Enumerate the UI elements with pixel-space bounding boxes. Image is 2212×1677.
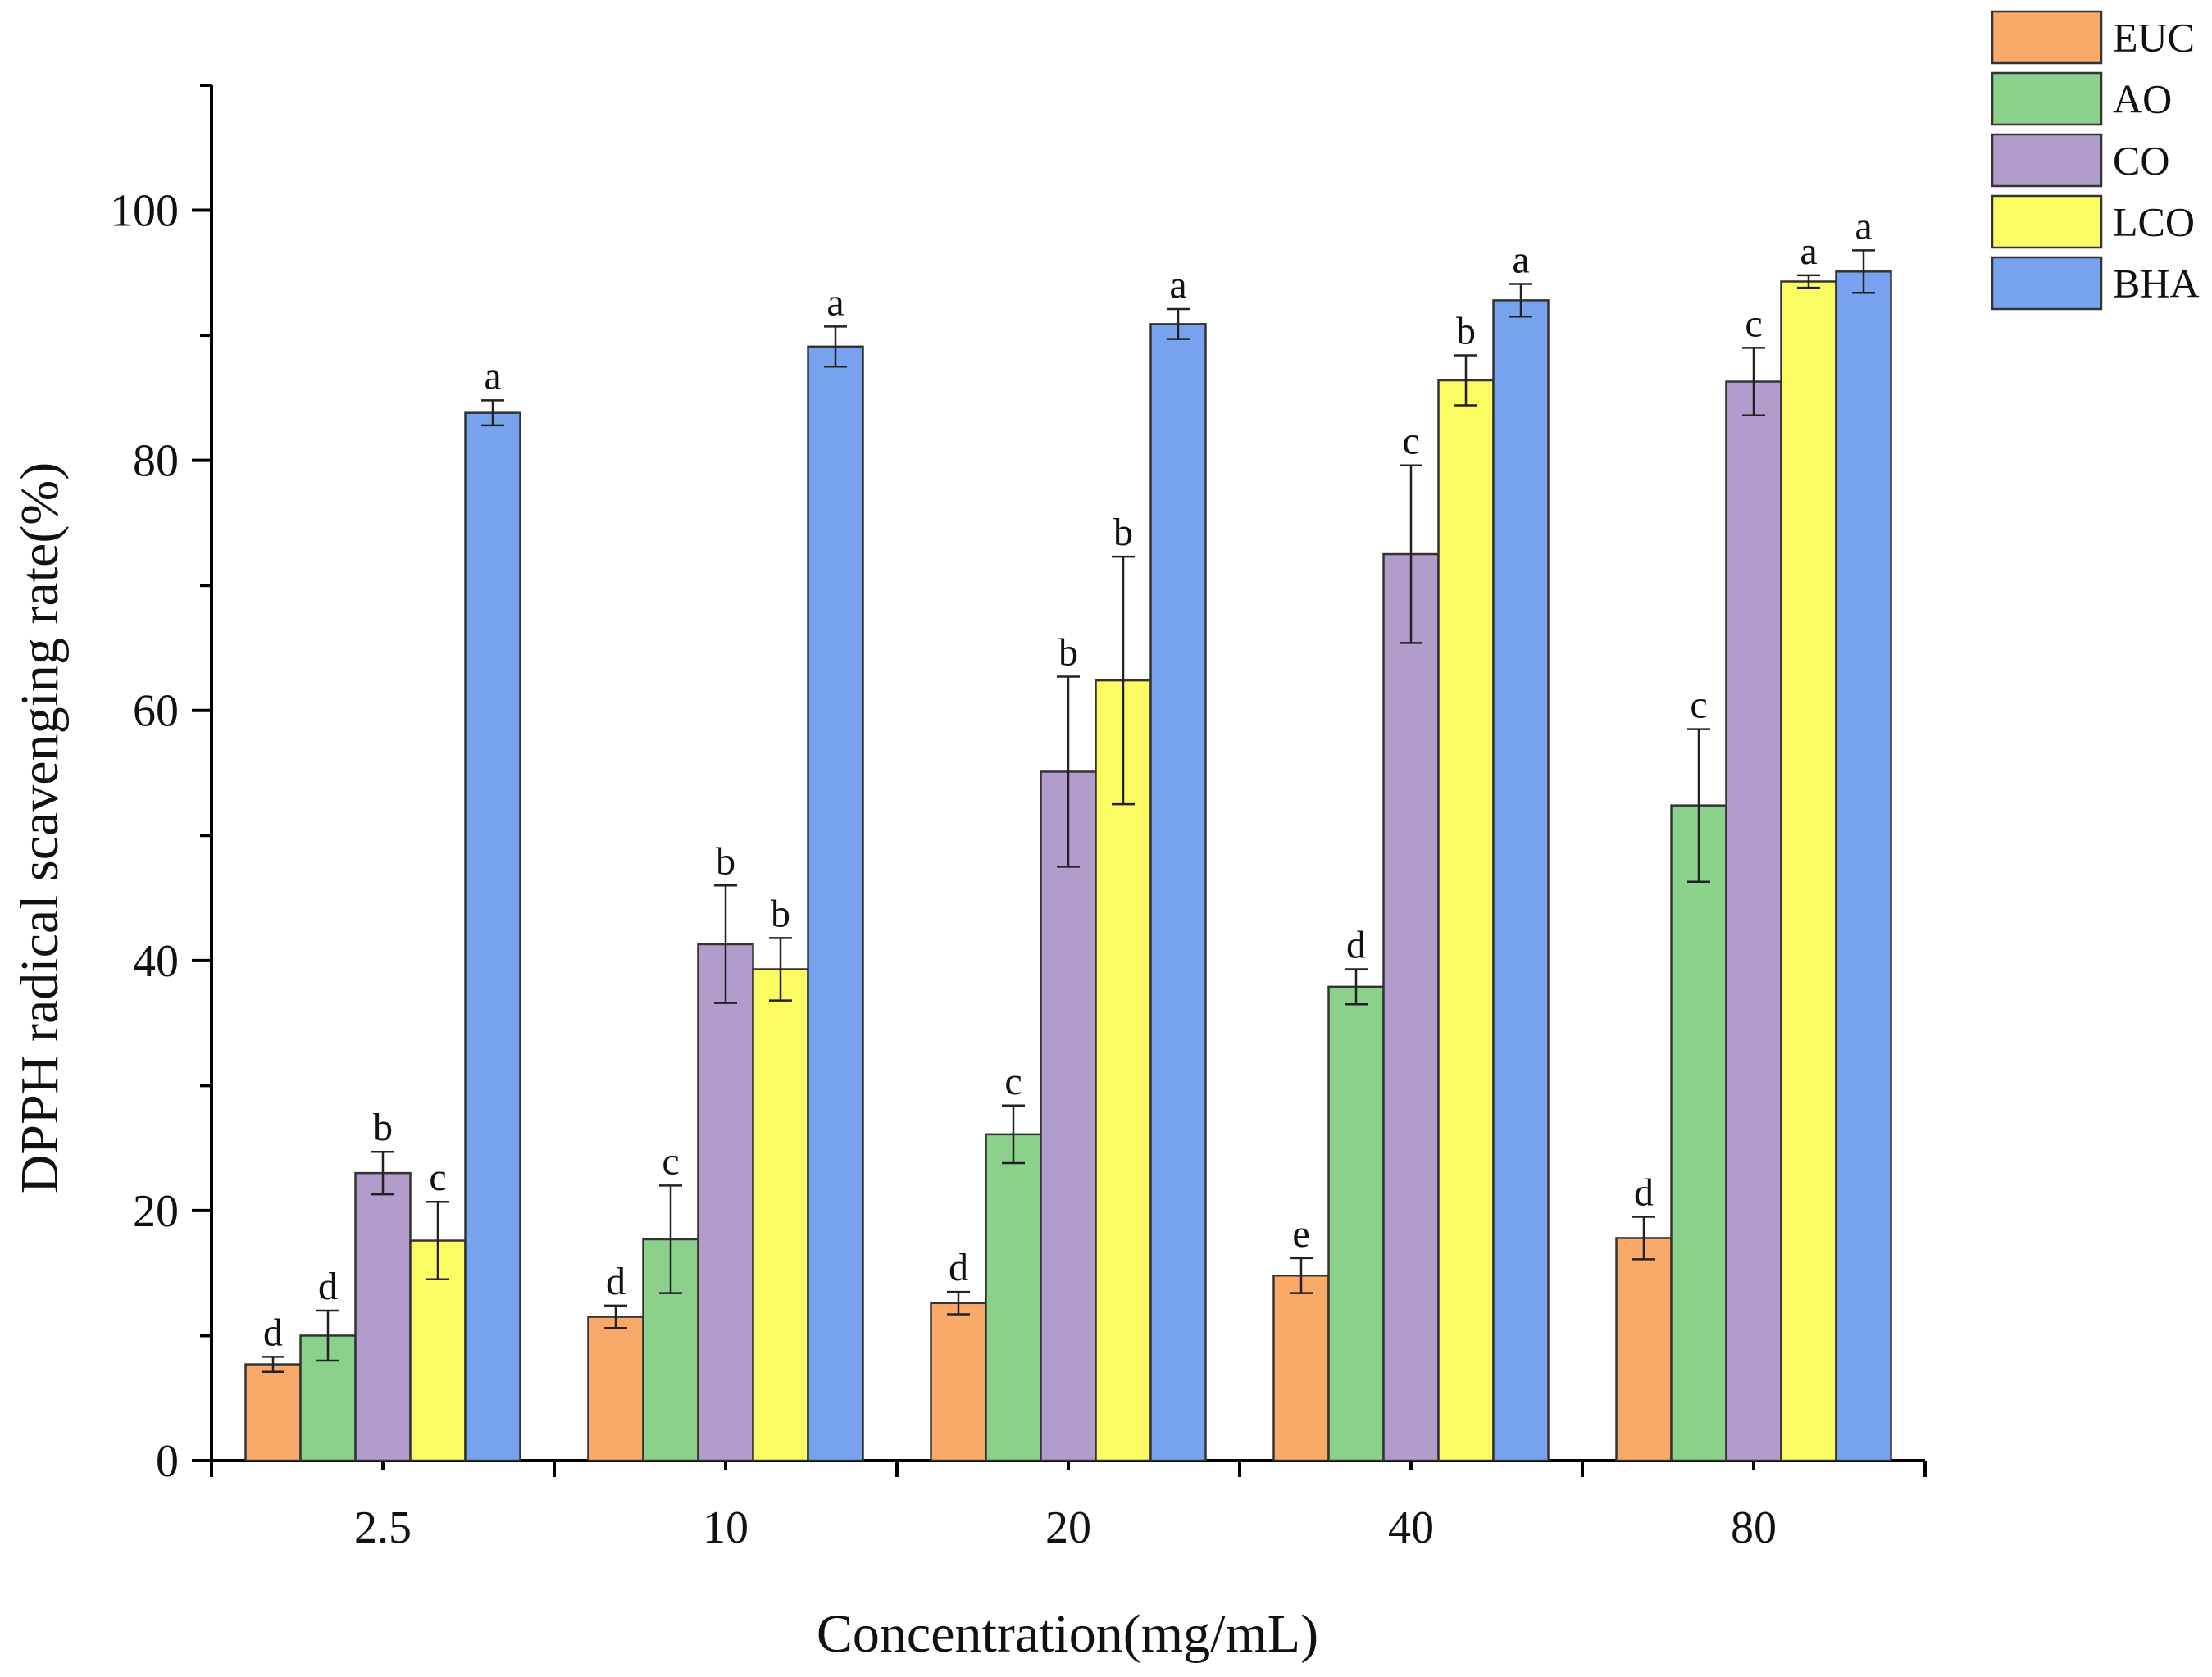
- significance-letter: a: [1800, 230, 1817, 273]
- significance-letter: c: [1402, 420, 1419, 463]
- y-tick-label: 40: [133, 936, 179, 987]
- bar: [1835, 270, 1892, 1462]
- significance-letter: b: [1058, 631, 1078, 675]
- significance-letter: d: [949, 1246, 968, 1289]
- bar: [697, 943, 754, 1462]
- significance-letter: a: [1169, 263, 1186, 307]
- legend-label: LCO: [2113, 199, 2195, 245]
- tick-labels: 0 20 40 60 80 100 2.5 10 20 40 80: [110, 186, 1777, 1553]
- y-tick-label: 20: [133, 1186, 179, 1237]
- bar: [752, 968, 809, 1462]
- x-tick-label: 20: [1045, 1502, 1091, 1553]
- x-tick-label: 80: [1731, 1502, 1777, 1553]
- significance-letter: b: [716, 839, 735, 883]
- legend-label: BHA: [2113, 261, 2200, 307]
- bar: [1670, 804, 1727, 1462]
- significance-letter: d: [318, 1265, 338, 1308]
- bar: [587, 1316, 644, 1462]
- legend-swatch: [1991, 10, 2103, 65]
- legend-label: EUC: [2113, 15, 2195, 61]
- bar: [1272, 1274, 1330, 1462]
- significance-letter: b: [1456, 309, 1476, 352]
- error-bars: [262, 249, 1875, 1373]
- legend-swatch: [1991, 71, 2103, 126]
- bar: [1327, 985, 1385, 1462]
- bar: [930, 1302, 987, 1462]
- significance-letter: d: [606, 1260, 626, 1303]
- significance-letter: a: [1855, 204, 1872, 248]
- significance-letter: d: [1346, 923, 1366, 966]
- bar: [1615, 1237, 1673, 1462]
- significance-letter: d: [263, 1311, 283, 1354]
- bar: [354, 1171, 412, 1462]
- bar: [807, 345, 864, 1462]
- significance-letter: c: [429, 1156, 446, 1199]
- significance-letter: a: [484, 354, 501, 398]
- x-tick-label: 40: [1388, 1502, 1434, 1553]
- significance-letter: c: [662, 1139, 679, 1183]
- y-tick-label: 80: [133, 436, 179, 487]
- significance-letter: e: [1292, 1212, 1309, 1256]
- legend-label: CO: [2113, 138, 2169, 184]
- x-tick-label: 10: [703, 1502, 749, 1553]
- bar: [1382, 552, 1440, 1462]
- bar: [1725, 380, 1782, 1462]
- bar: [464, 411, 521, 1462]
- bar: [1095, 679, 1152, 1462]
- x-axis-title: Concentration(mg/mL): [817, 1604, 1318, 1664]
- significance-letter: c: [1690, 684, 1707, 727]
- significance-letter: c: [1004, 1060, 1022, 1103]
- legend-label: AO: [2113, 76, 2172, 122]
- legend-swatch: [1991, 133, 2103, 188]
- y-axis-title: DPPH radical scavenging rate(%): [10, 462, 70, 1194]
- significance-letter: a: [1512, 239, 1529, 282]
- y-tick-label: 100: [110, 186, 179, 237]
- legend-swatch: [1991, 256, 2103, 311]
- bar: [1149, 323, 1207, 1462]
- bar: [244, 1363, 302, 1462]
- significance-letter: d: [1634, 1171, 1654, 1215]
- significance-letter: b: [1113, 511, 1133, 554]
- x-tick-label: 2.5: [354, 1502, 412, 1553]
- significance-letter: b: [373, 1106, 393, 1149]
- bar: [1040, 770, 1097, 1462]
- legend: EUC AO CO LCO BHA: [1991, 10, 2200, 311]
- significance-letter: c: [1745, 302, 1762, 345]
- y-tick-label: 60: [133, 686, 179, 737]
- legend-swatch: [1991, 194, 2103, 249]
- significance-letter: b: [771, 892, 790, 935]
- bar: [1492, 299, 1550, 1462]
- bar: [1780, 280, 1837, 1462]
- y-tick-label: 0: [156, 1436, 179, 1487]
- bars: [244, 270, 1892, 1462]
- bar: [1437, 379, 1495, 1462]
- bar: [985, 1133, 1042, 1462]
- significance-letter: a: [826, 280, 844, 324]
